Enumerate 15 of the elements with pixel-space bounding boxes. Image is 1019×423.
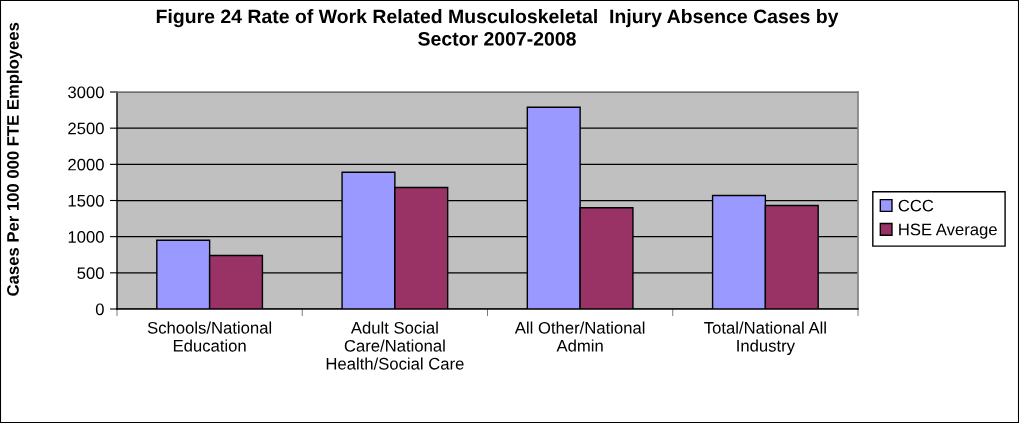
- x-tick-label: Adult Social Care/National Health/Social Care: [326, 321, 464, 370]
- y-tick-label: 2500: [68, 122, 104, 135]
- y-tick-label: 2000: [68, 158, 104, 171]
- y-axis-title: Cases Per 100 000 FTE Employees: [6, 22, 23, 296]
- y-tick-label: 1000: [68, 231, 104, 243]
- y-tick-label: 0: [95, 303, 104, 316]
- legend-label: HSE Average: [899, 223, 997, 239]
- x-tick-label: Total/National All Industry: [704, 321, 826, 355]
- chart-title: Figure 24 Rate of Work Related Musculoskeletal Injury Absence Cases by Sector 2007-2008: [156, 9, 839, 46]
- y-tick-label: 500: [77, 267, 104, 280]
- y-tick-label: 3000: [68, 86, 104, 99]
- x-tick-label: All Other/National Admin: [514, 321, 645, 352]
- x-tick-label: Schools/National Education: [147, 321, 272, 352]
- y-tick-label: 1500: [68, 194, 104, 207]
- legend-label: CCC: [898, 199, 934, 212]
